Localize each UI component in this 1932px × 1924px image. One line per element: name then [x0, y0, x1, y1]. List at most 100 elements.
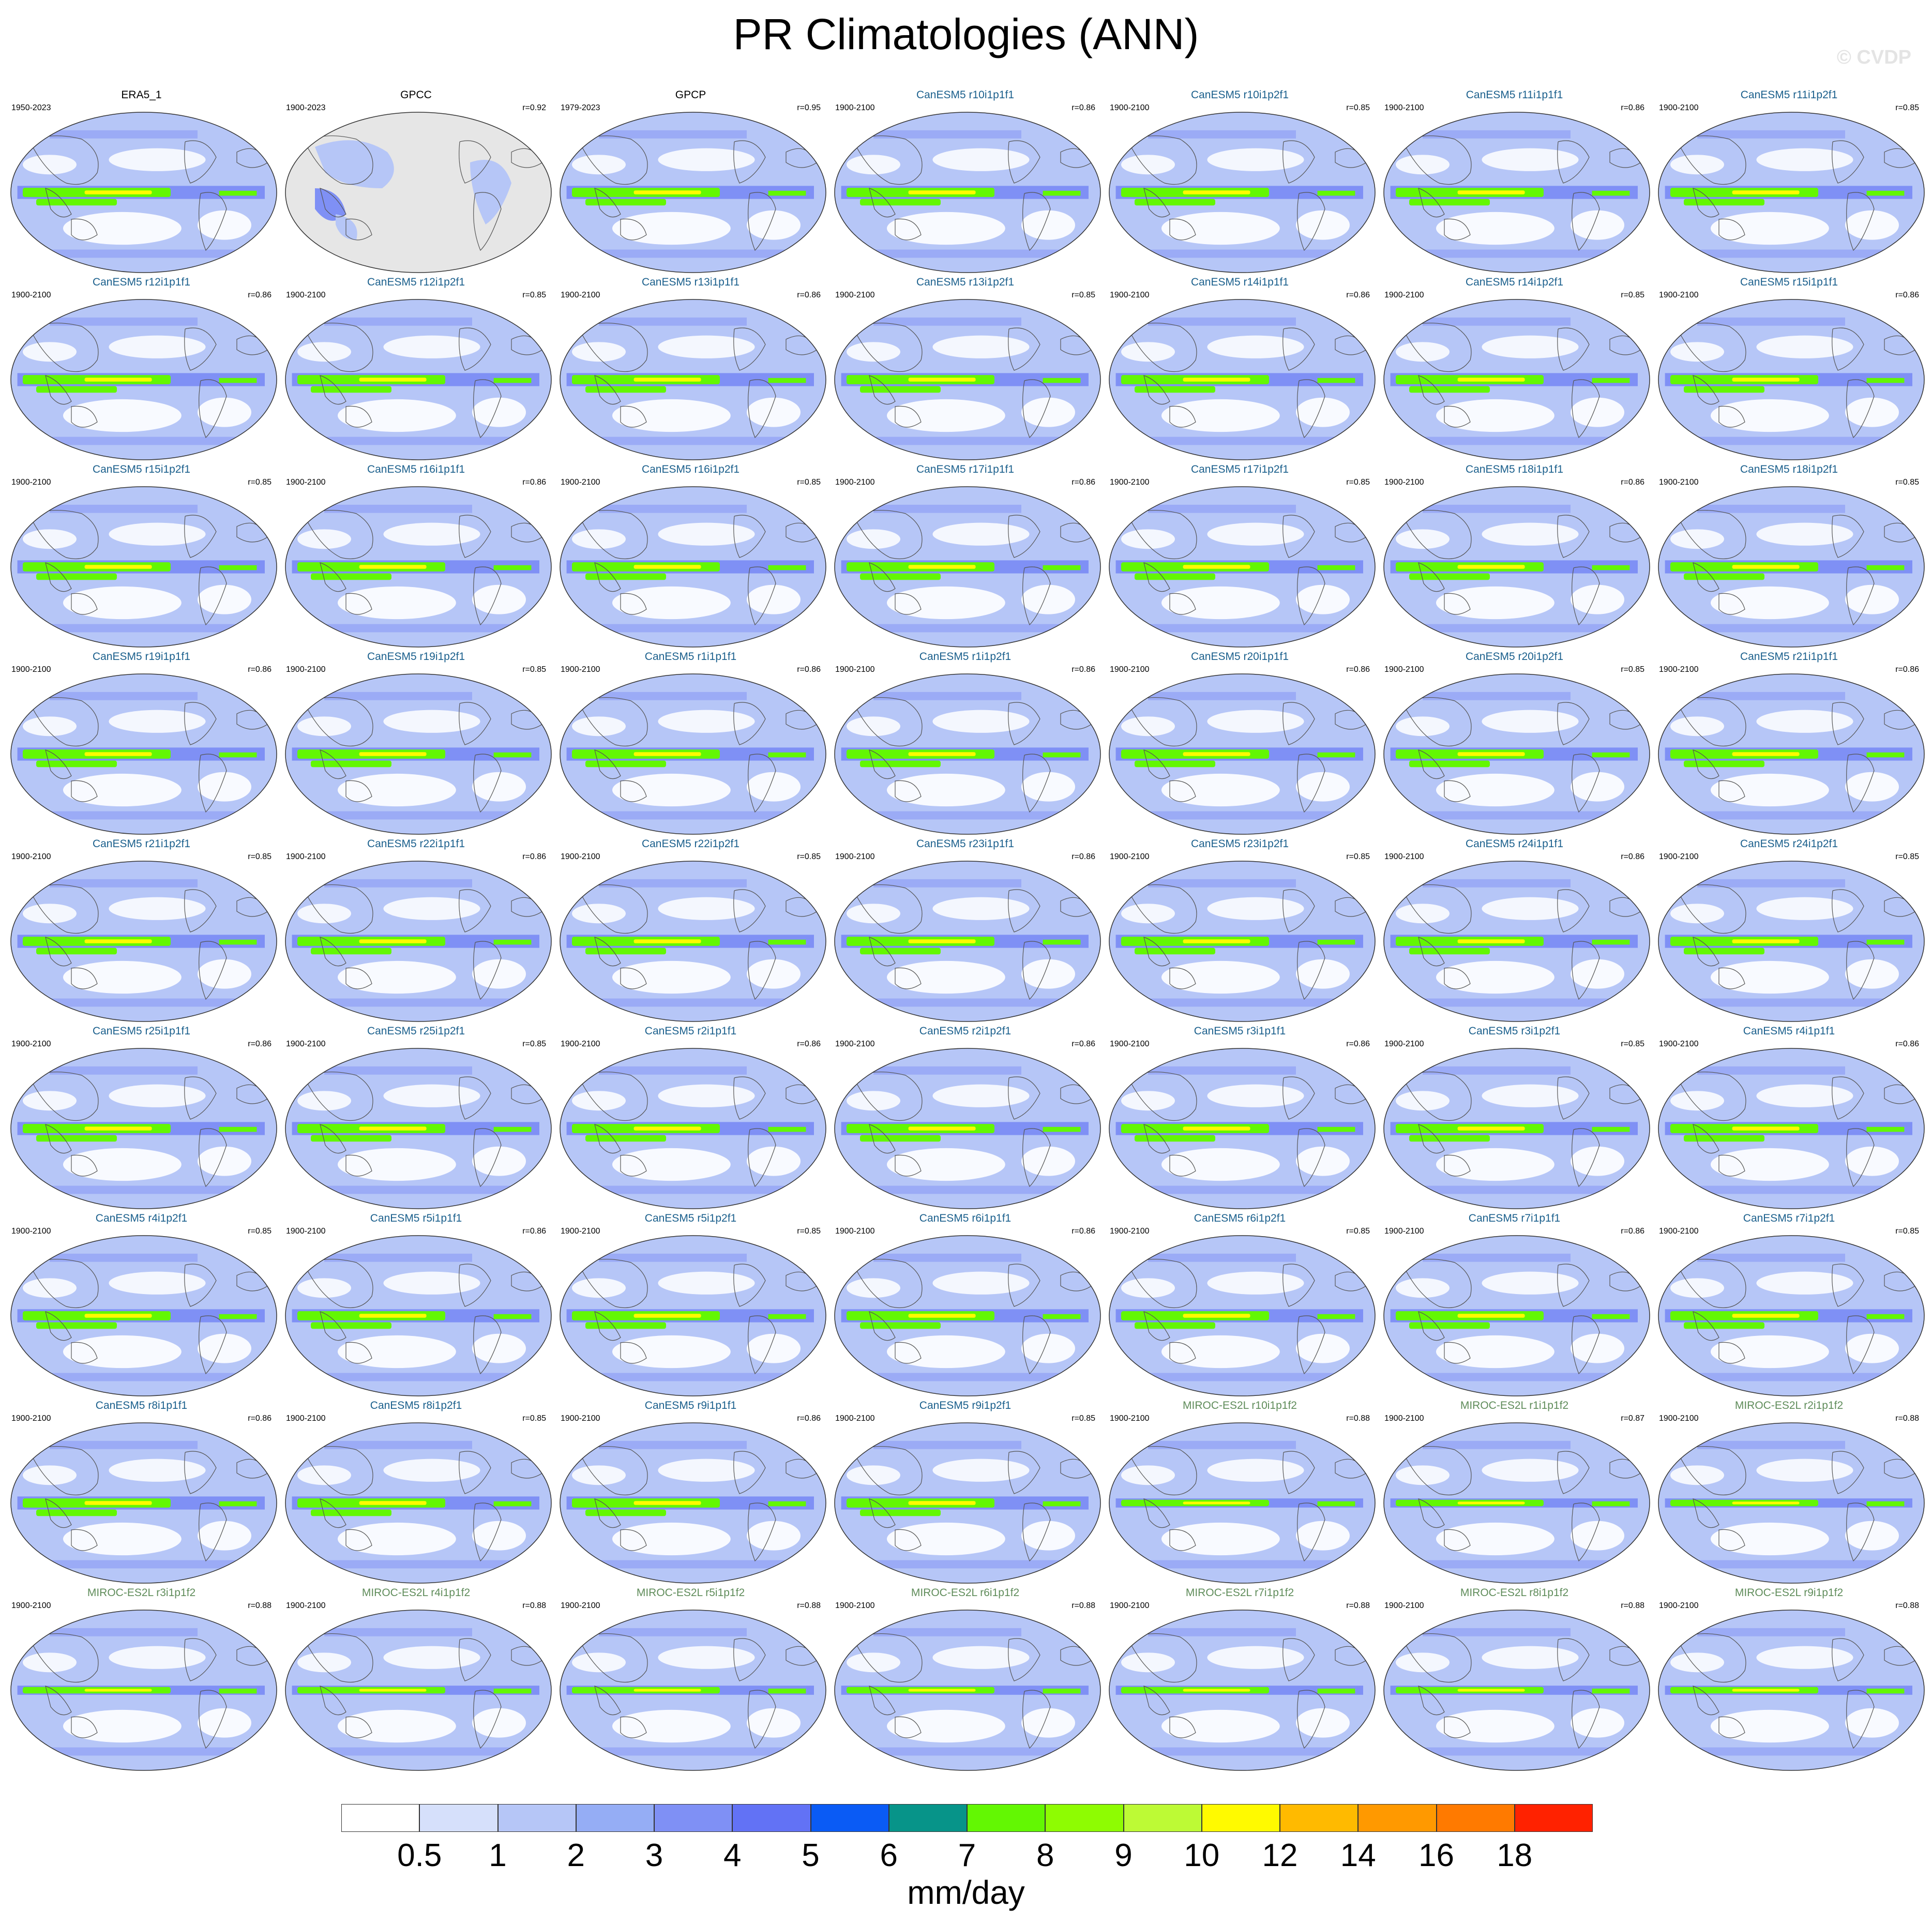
panel-correlation: r=0.85 — [248, 478, 271, 487]
storm-track — [1658, 624, 1924, 633]
dry-zone — [932, 335, 1030, 358]
dry-zone — [1121, 716, 1175, 736]
itcz-max — [84, 1689, 152, 1692]
dry-zone — [383, 522, 480, 546]
dry-zone — [1436, 1522, 1554, 1556]
map-outline — [834, 673, 1101, 835]
itcz-atlantic — [1866, 752, 1905, 758]
map-panel: MIROC-ES2L r10i1p1f2 1900-2100 r=0.88 — [1103, 1400, 1377, 1587]
coastline — [29, 1446, 99, 1496]
coastline — [869, 1311, 896, 1341]
panel-title: CanESM5 r15i1p1f1 — [1740, 276, 1838, 288]
panel-title: CanESM5 r16i1p2f1 — [641, 463, 740, 475]
storm-track — [835, 249, 1100, 258]
panel-years: 1900-2023 — [286, 103, 326, 112]
precip-map — [560, 1422, 826, 1584]
coastline — [320, 1498, 346, 1528]
map-panel: CanESM5 r24i1p1f1 1900-2100 r=0.86 — [1377, 838, 1652, 1025]
panel-title: GPCP — [675, 89, 706, 101]
dry-zone — [383, 1459, 480, 1482]
panel-years: 1900-2100 — [835, 103, 875, 112]
storm-track — [599, 692, 747, 700]
dry-zone — [1482, 148, 1579, 171]
coastline — [895, 218, 922, 240]
coastline — [71, 1154, 98, 1177]
coastline — [1557, 1451, 1590, 1494]
coastline — [1444, 405, 1471, 428]
dry-zone — [747, 1146, 801, 1176]
colorbar-tick-label: 6 — [880, 1838, 898, 1873]
dry-zone — [1845, 772, 1899, 802]
coastline — [579, 1446, 648, 1496]
itcz-atlantic — [219, 1314, 257, 1319]
dry-zone — [658, 710, 755, 733]
dry-zone — [932, 1084, 1030, 1107]
map-outline — [10, 112, 277, 273]
storm-track — [873, 879, 1021, 888]
panel-title: CanESM5 r17i1p2f1 — [1190, 463, 1289, 475]
panel-years: 1900-2100 — [1659, 852, 1699, 861]
panel-title: CanESM5 r25i1p2f1 — [367, 1025, 465, 1037]
dry-zone — [338, 399, 456, 432]
dry-zone — [932, 1459, 1030, 1482]
coastline — [1169, 405, 1196, 428]
dry-zone — [1121, 529, 1175, 549]
panel-title: CanESM5 r2i1p2f1 — [919, 1025, 1012, 1037]
storm-track — [11, 624, 277, 633]
storm-track — [873, 317, 1021, 326]
itcz-atlantic — [1317, 1501, 1355, 1507]
storm-track — [873, 1440, 1021, 1449]
storm-track — [1109, 624, 1375, 633]
coastline — [895, 1154, 922, 1177]
storm-track — [1658, 998, 1924, 1007]
coastline — [45, 937, 72, 967]
storm-track — [1423, 1440, 1571, 1449]
coastline — [1282, 327, 1315, 371]
itcz-atlantic — [768, 565, 806, 570]
dry-zone — [109, 335, 206, 358]
coastline — [320, 1686, 346, 1716]
coastline — [473, 379, 502, 439]
panel-years: 1900-2100 — [1384, 1227, 1424, 1236]
dry-zone — [658, 1084, 755, 1107]
itcz-max — [1457, 1689, 1525, 1692]
spcz-band — [36, 760, 117, 768]
map-outline — [560, 673, 826, 835]
storm-track — [835, 1747, 1100, 1756]
panel-correlation: r=0.85 — [248, 1227, 271, 1236]
dry-zone — [1207, 710, 1304, 733]
storm-track — [1384, 249, 1650, 258]
itcz-max — [908, 1689, 976, 1692]
spcz-band — [311, 573, 391, 580]
coastline — [1297, 1128, 1325, 1188]
panel-years: 1900-2100 — [286, 478, 326, 487]
spcz-band — [585, 760, 666, 768]
dry-zone — [1021, 1521, 1075, 1551]
dry-zone — [297, 1091, 351, 1111]
dry-zone — [198, 959, 251, 989]
coastline — [199, 379, 227, 439]
colorbar-tick-label: 14 — [1340, 1838, 1376, 1873]
storm-track — [324, 317, 472, 326]
panel-correlation: r=0.88 — [797, 1601, 821, 1610]
coastline — [1143, 1686, 1170, 1716]
storm-track — [1423, 879, 1571, 888]
spcz-band — [311, 1322, 391, 1329]
panel-years: 1900-2100 — [1110, 478, 1150, 487]
panel-title: MIROC-ES2L r4i1p1f2 — [361, 1587, 471, 1599]
coastline — [1677, 135, 1746, 185]
panel-title: CanESM5 r3i1p2f1 — [1468, 1025, 1561, 1037]
coastline — [320, 937, 346, 967]
coastline — [1022, 379, 1051, 439]
coastline — [1846, 1128, 1875, 1188]
coastline — [1282, 1264, 1315, 1307]
map-panel: CanESM5 r2i1p2f1 1900-2100 r=0.86 — [828, 1025, 1103, 1212]
coastline — [1418, 1124, 1445, 1154]
itcz-max — [1457, 190, 1525, 194]
coastline — [620, 405, 647, 428]
coastline — [748, 379, 776, 439]
storm-track — [560, 249, 826, 258]
precip-map — [560, 299, 826, 460]
colorbar-swatch — [1123, 1804, 1202, 1832]
itcz-atlantic — [1866, 1688, 1905, 1694]
